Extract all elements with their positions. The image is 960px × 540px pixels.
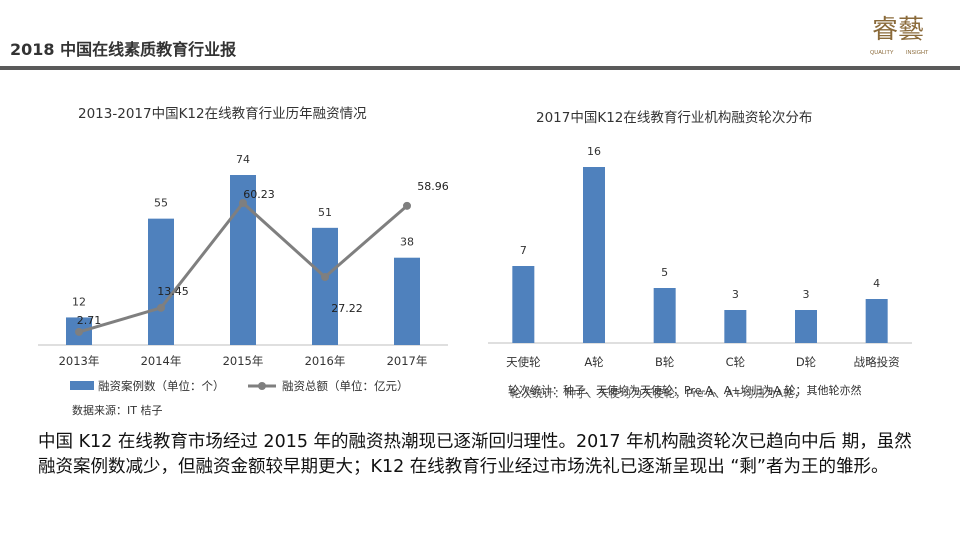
chart1-bar — [148, 218, 174, 345]
chart1-bar — [312, 227, 338, 345]
logo-glyphs: 睿藝 — [872, 15, 924, 45]
chart1-line-label: 13.45 — [157, 285, 189, 298]
page-title: 2018 中国在线素质教育行业报 — [10, 40, 237, 59]
chart1-line-point — [157, 303, 165, 312]
chart1-x-tick-label: 2017年 — [387, 354, 428, 368]
chart1-line-point — [321, 272, 329, 281]
header-divider — [0, 66, 960, 70]
chart1-line-point — [239, 199, 247, 207]
chart1-line-point — [75, 327, 83, 336]
chart1-bar-label: 74 — [236, 153, 250, 166]
chart1-source: 数据来源：IT 桔子 — [72, 404, 163, 417]
chart2-bar-label: 5 — [661, 266, 668, 279]
chart2-note-overlap: 轮次统计：种子、天使均为天使轮，Pre-A、A+均归为A轮， — [510, 387, 806, 400]
chart2-bar-label: 3 — [803, 288, 810, 301]
chart2-x-tick-label: A轮 — [584, 355, 604, 369]
logo-text-quality: QUALITY — [870, 50, 894, 56]
brand-logo: 睿藝 QUALITY INSIGHT — [858, 6, 938, 58]
chart2-bar — [583, 167, 605, 343]
chart1-line-label: 2.71 — [77, 314, 102, 327]
chart1-legend-line-marker — [258, 382, 266, 390]
chart1-bar-label: 51 — [318, 206, 332, 219]
chart1-bar-label: 12 — [72, 295, 86, 308]
chart2-bar-label: 4 — [873, 277, 880, 290]
chart2-note-text: 轮次统计：种子、天使均为天使轮；Pre-A、A+均归为A 轮；其他轮亦然 — [508, 384, 862, 397]
chart2-bar — [724, 310, 747, 343]
chart1-x-tick-label: 2013年 — [59, 354, 100, 368]
chart2-bar — [512, 266, 535, 343]
chart2-bar-label: 3 — [732, 288, 739, 301]
chart1-line-point — [403, 201, 411, 210]
chart2-x-tick-label: D轮 — [796, 355, 817, 369]
chart1-title: 2013-2017中国K12在线教育行业历年融资情况 — [78, 106, 367, 122]
chart2-bar-label: 7 — [520, 244, 527, 257]
chart2-bar-label: 16 — [587, 145, 601, 158]
chart1-bar-label: 38 — [400, 236, 414, 249]
chart1-x-tick-label: 2014年 — [141, 354, 182, 368]
chart1-line-label: 60.23 — [243, 188, 275, 201]
chart2-x-tick-label: 天使轮 — [506, 355, 541, 369]
chart1-legend-bar-text: 融资案例数（单位：个） — [98, 379, 225, 393]
summary-paragraph: 中国 K12 在线教育市场经过 2015 年的融资热潮现已逐渐回归理性。2017… — [38, 432, 912, 477]
chart2-x-tick-label: 战略投资 — [854, 355, 900, 369]
chart1-x-tick-label: 2015年 — [223, 354, 264, 368]
chart2-bar — [653, 288, 676, 343]
chart1-legend-line-text: 融资总额（单位：亿元） — [282, 379, 409, 393]
chart2-title: 2017中国K12在线教育行业机构融资轮次分布 — [536, 110, 813, 126]
chart1-bar — [394, 257, 420, 345]
chart1-legend-bar-swatch — [70, 381, 94, 390]
chart2-x-tick-label: B轮 — [655, 355, 675, 369]
chart2-x-tick-label: C轮 — [726, 355, 746, 369]
chart2-bar — [865, 299, 888, 343]
logo-text-insight: INSIGHT — [906, 50, 929, 56]
chart1-line-label: 58.96 — [417, 180, 449, 193]
chart1-line-label: 27.22 — [331, 302, 363, 315]
logo-mark: 睿藝 QUALITY INSIGHT — [870, 15, 929, 56]
chart1-bar-label: 55 — [154, 197, 168, 210]
chart1-x-tick-label: 2016年 — [305, 354, 346, 368]
chart2-bar — [795, 310, 817, 343]
